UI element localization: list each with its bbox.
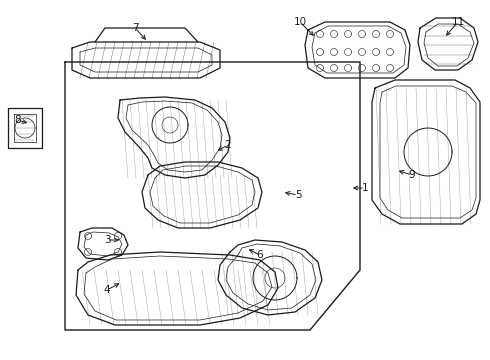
- Text: 4: 4: [104, 285, 110, 295]
- Text: 5: 5: [294, 190, 301, 200]
- Text: 3: 3: [104, 235, 110, 245]
- Text: 1: 1: [362, 183, 368, 193]
- Text: 2: 2: [225, 140, 231, 150]
- Text: 9: 9: [409, 170, 416, 180]
- Text: 11: 11: [451, 17, 465, 27]
- Text: 7: 7: [132, 23, 138, 33]
- Text: 8: 8: [15, 115, 21, 125]
- Text: 6: 6: [257, 250, 263, 260]
- Text: 10: 10: [294, 17, 307, 27]
